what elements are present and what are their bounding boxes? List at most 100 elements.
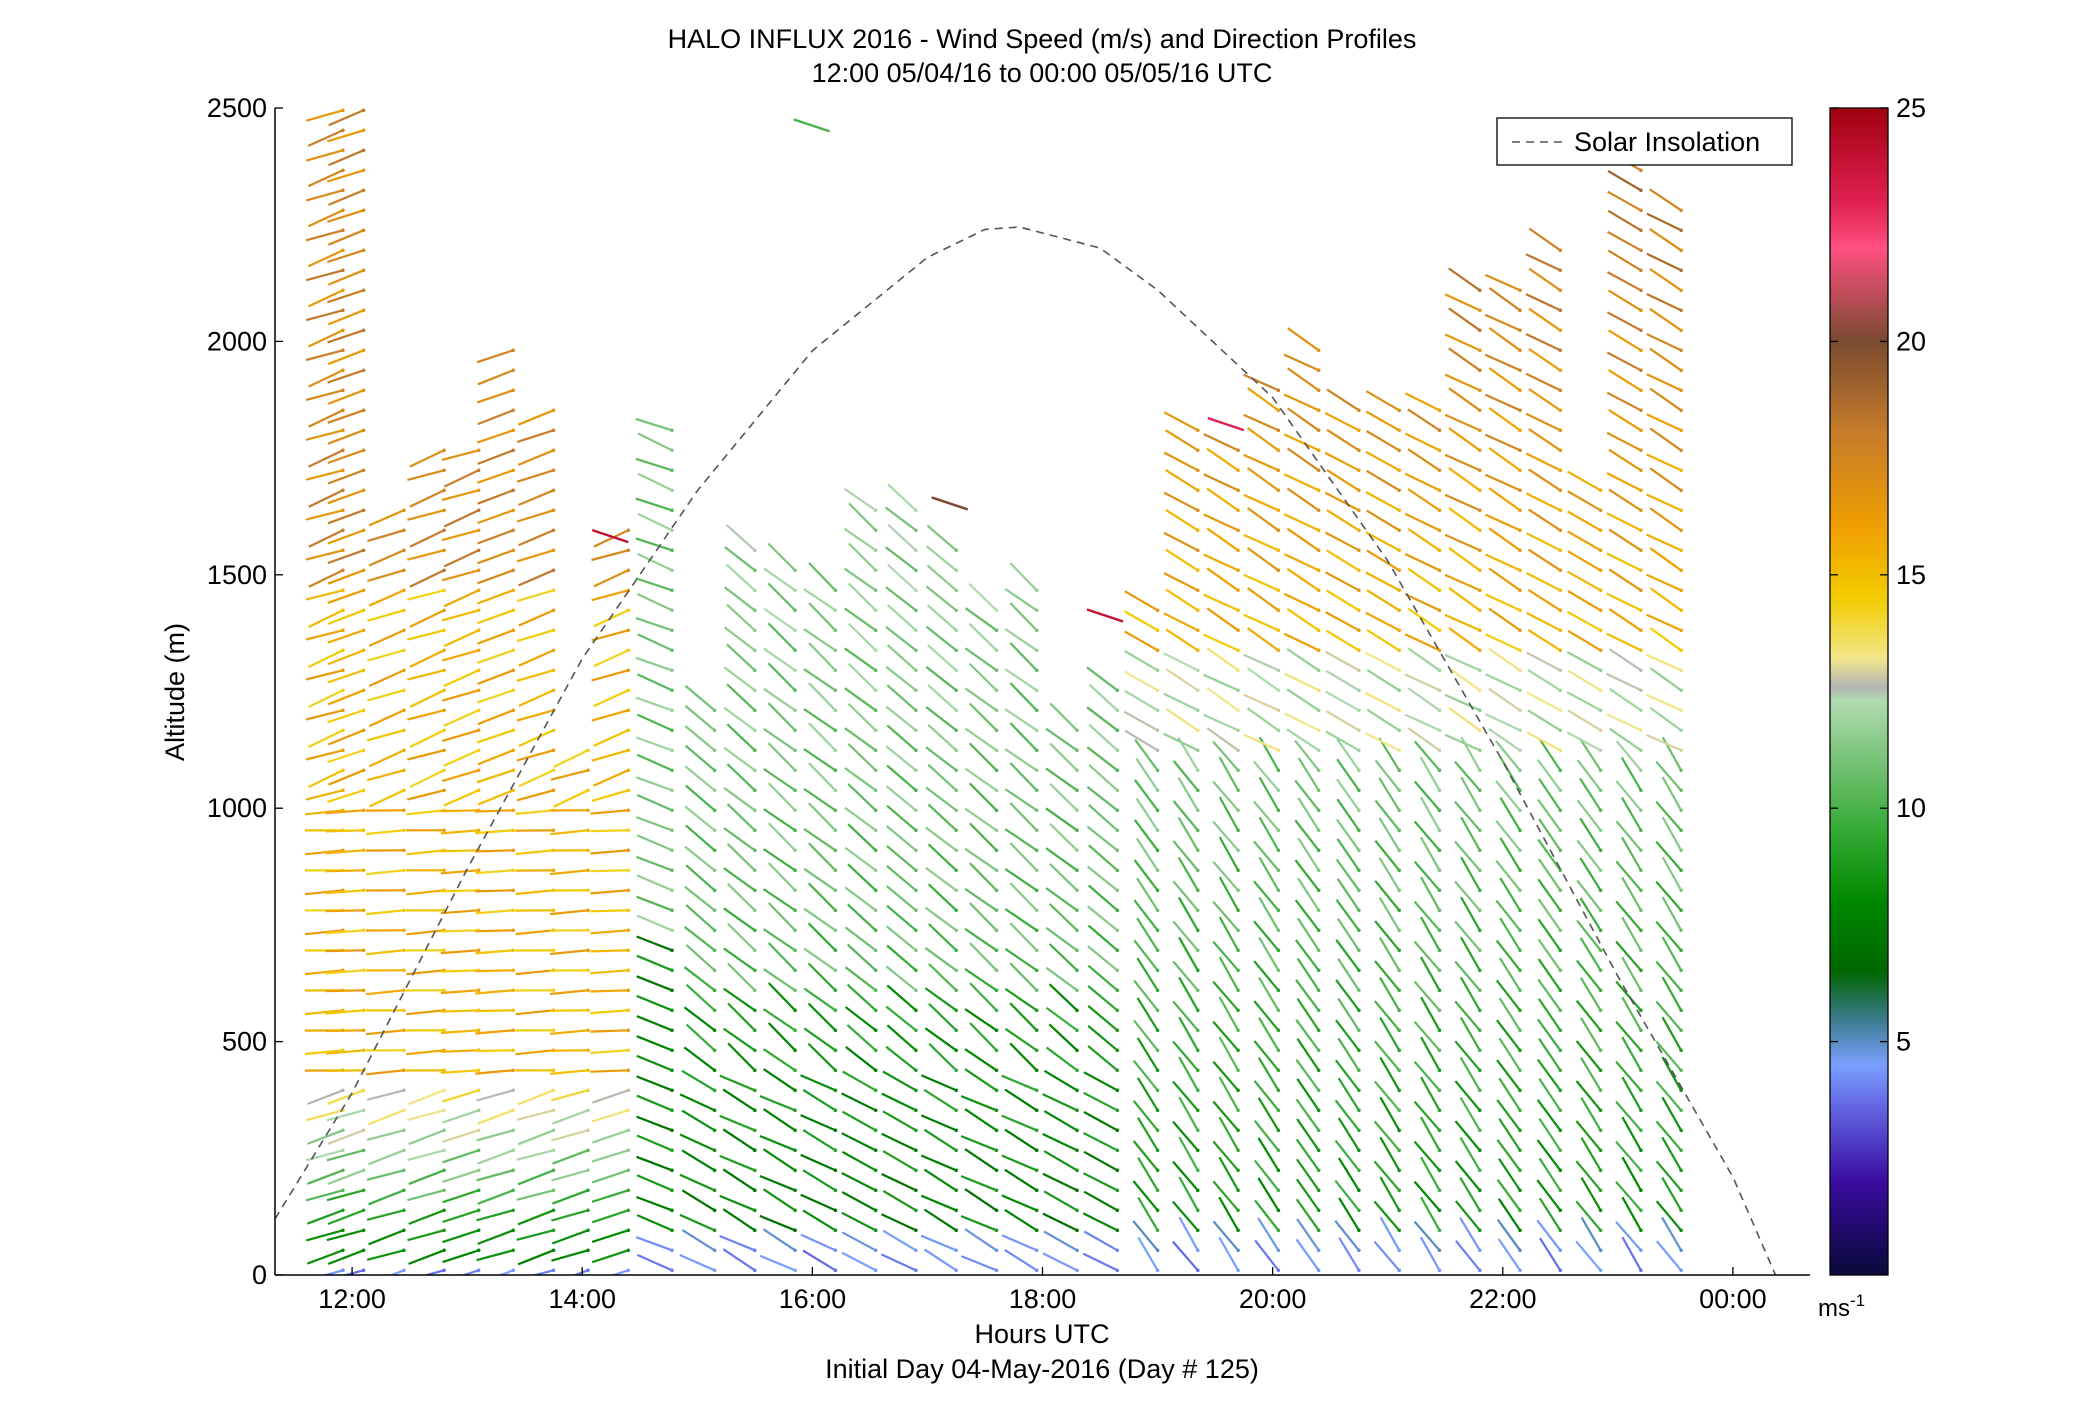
wind-barb [308,569,344,588]
wind-barb [808,682,837,712]
wind-barb-head [1518,748,1522,753]
wind-barb [307,249,344,268]
wind-barb [759,1095,796,1112]
wind-barb [1620,756,1642,791]
wind-barb-head [914,868,918,873]
colorbar-tick-label: 25 [1896,93,1926,123]
wind-barb-head [793,588,797,593]
wind-barb [1649,307,1682,332]
wind-barb [550,1029,589,1035]
wind-barb [1365,450,1400,472]
wind-barb [1420,1076,1441,1111]
wind-barb-head [586,848,590,853]
wind-barb-head [1276,1048,1281,1053]
wind-barb-head [586,1228,590,1233]
wind-barb [306,1229,344,1242]
wind-barb [886,644,917,672]
wind-barb [808,642,837,672]
wind-barb [407,469,445,481]
wind-barb [1335,899,1360,931]
wind-barb [722,1027,756,1052]
wind-barb [685,904,716,932]
wind-barb [685,864,716,892]
wind-barb [368,1229,405,1246]
wind-barb [497,1269,514,1275]
wind-barb [1485,713,1521,732]
wind-barb [960,1095,997,1112]
wind-barb-head [511,1048,515,1053]
wind-barb [1608,488,1642,512]
wind-barb [477,1189,514,1205]
wind-barb [635,417,673,432]
wind-barb [305,709,344,721]
wind-barb-head [1478,1128,1482,1133]
wind-barb-head [753,668,757,673]
wind-barb-head [1558,408,1563,413]
wind-barb-head [1316,888,1321,893]
wind-barb [368,1109,405,1126]
wind-barb [1258,776,1280,811]
wind-barb-head [626,528,631,533]
wind-barb [1294,739,1320,771]
wind-barb [1365,571,1400,592]
wind-barb [327,749,364,764]
wind-barb [1133,899,1159,931]
wind-barb [1528,307,1561,332]
wind-barb [1295,979,1320,1011]
wind-barb [1287,367,1320,392]
wind-barb [1580,1136,1602,1171]
wind-barb [1528,468,1561,492]
wind-barb [326,129,364,143]
wind-barb-head [476,948,481,953]
wind-barb [1527,588,1561,612]
wind-barb-head [1679,1028,1683,1033]
wind-barb [477,1229,514,1245]
wind-barb-head [670,748,674,753]
wind-barb [1615,820,1642,852]
wind-barb [441,729,480,742]
wind-barb [341,1269,364,1275]
wind-barb-head [476,648,481,653]
wind-barb [1484,513,1521,532]
wind-barb-head [1236,768,1240,773]
wind-barb [1083,1230,1118,1252]
wind-barb-head [873,768,878,773]
wind-barb [1405,392,1440,412]
wind-barb [476,389,514,404]
wind-barb-head [1478,968,1482,973]
wind-barb [1365,430,1400,452]
wind-barb [440,1069,479,1074]
wind-barb-head [1518,1228,1522,1233]
wind-barb [1243,533,1279,552]
wind-barb-head [793,888,797,893]
wind-barb-head [1478,1088,1482,1093]
wind-barb-head [1478,548,1482,553]
wind-barb-head [1679,768,1683,773]
wind-barb [1243,373,1279,392]
wind-barb [1295,1158,1320,1191]
wind-barb [326,1109,364,1122]
wind-barb-head [753,888,757,893]
wind-barb [1448,667,1481,692]
wind-barb-head [1196,1068,1200,1073]
wind-barb-head [1316,1028,1321,1033]
wind-barb-head [954,868,958,873]
wind-barb [304,969,344,976]
wind-barb-head [1598,568,1603,573]
wind-barb-head [954,1048,958,1053]
wind-barb [1413,1220,1441,1252]
wind-barb [1336,918,1360,951]
wind-barb [328,189,365,206]
wind-barb-head [1558,928,1563,933]
wind-barb-head [1679,828,1683,833]
wind-barb [1454,800,1481,832]
wind-barb-head [1276,1068,1281,1073]
wind-barb [636,1214,673,1232]
wind-barb-head [361,1108,366,1113]
wind-barb [1649,507,1682,532]
wind-barb [1444,493,1481,512]
wind-barb [636,1015,673,1032]
wind-barb-head [1397,408,1401,413]
wind-barb [407,1229,445,1242]
